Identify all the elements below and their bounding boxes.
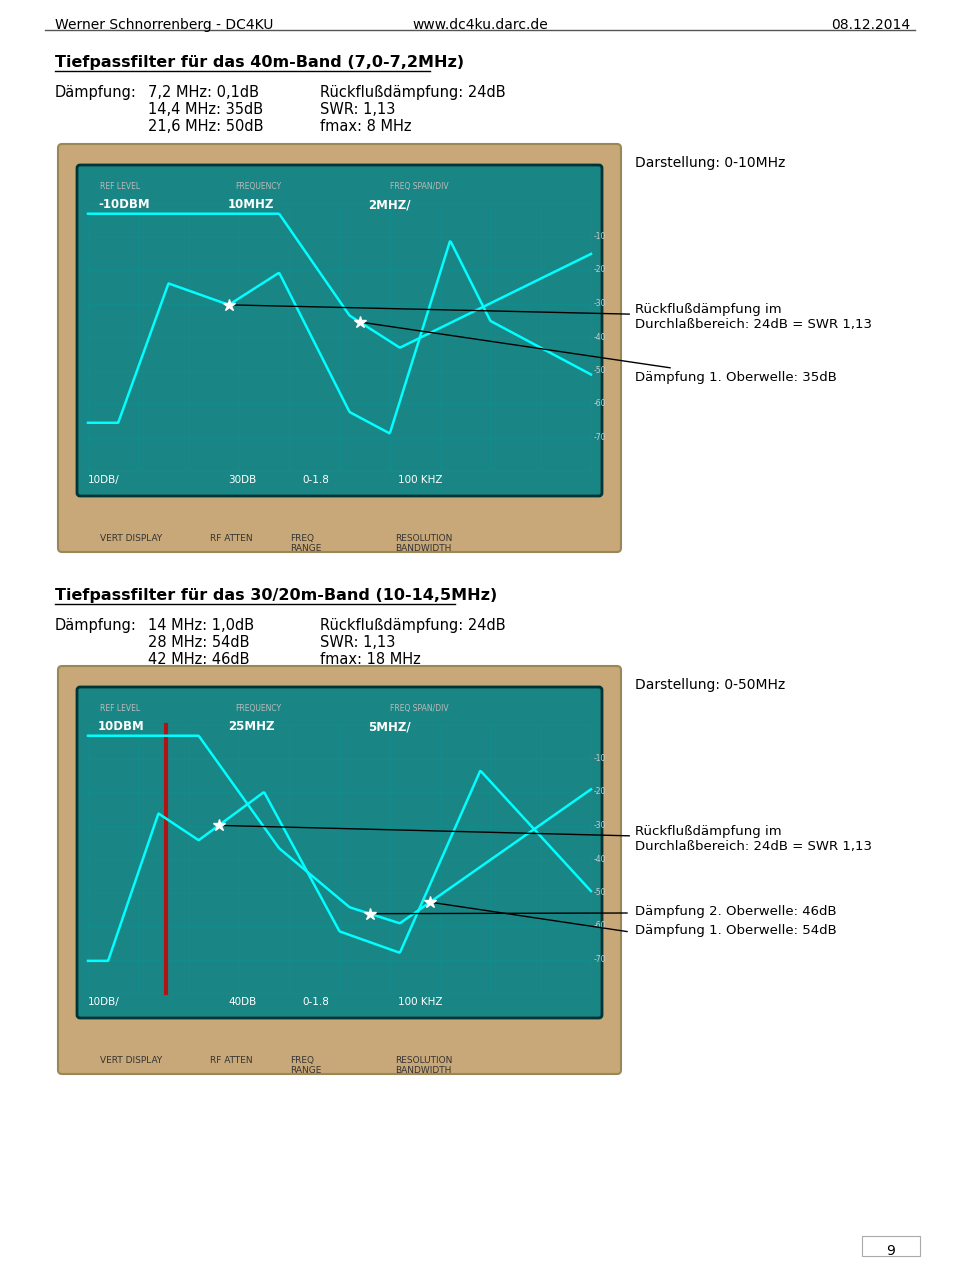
Text: -40: -40 xyxy=(594,332,607,341)
Text: FREQ SPAN/DIV: FREQ SPAN/DIV xyxy=(390,704,448,713)
Text: VERT DISPLAY: VERT DISPLAY xyxy=(100,533,162,544)
Text: -20: -20 xyxy=(594,787,607,796)
Text: Dämpfung 1. Oberwelle: 35dB: Dämpfung 1. Oberwelle: 35dB xyxy=(362,322,837,384)
Text: 25MHZ: 25MHZ xyxy=(228,720,275,733)
Text: 28 MHz: 54dB: 28 MHz: 54dB xyxy=(148,635,250,650)
Text: Tiefpassfilter für das 40m-Band (7,0-7,2MHz): Tiefpassfilter für das 40m-Band (7,0-7,2… xyxy=(55,56,464,70)
Text: Werner Schnorrenberg - DC4KU: Werner Schnorrenberg - DC4KU xyxy=(55,18,274,32)
Text: SWR: 1,13: SWR: 1,13 xyxy=(320,635,396,650)
Text: 21,6 MHz: 50dB: 21,6 MHz: 50dB xyxy=(148,119,263,134)
Text: REF LEVEL: REF LEVEL xyxy=(100,182,140,191)
Text: fmax: 8 MHz: fmax: 8 MHz xyxy=(320,119,412,134)
Text: Dämpfung 1. Oberwelle: 54dB: Dämpfung 1. Oberwelle: 54dB xyxy=(635,924,837,937)
Text: REF LEVEL: REF LEVEL xyxy=(100,704,140,713)
Text: FREQ
RANGE: FREQ RANGE xyxy=(290,1055,322,1076)
Text: Tiefpassfilter für das 30/20m-Band (10-14,5MHz): Tiefpassfilter für das 30/20m-Band (10-1… xyxy=(55,588,497,603)
Text: Dämpfung:: Dämpfung: xyxy=(55,85,137,100)
Text: Dämpfung:: Dämpfung: xyxy=(55,618,137,633)
Text: -10DBM: -10DBM xyxy=(98,198,150,211)
Text: RESOLUTION
BANDWIDTH: RESOLUTION BANDWIDTH xyxy=(395,533,452,554)
Text: Rückflußdämpfung: 24dB: Rückflußdämpfung: 24dB xyxy=(320,618,506,633)
Text: 0-1.8: 0-1.8 xyxy=(302,997,329,1007)
Text: 40DB: 40DB xyxy=(228,997,256,1007)
Text: -30: -30 xyxy=(594,300,607,308)
Text: 100 KHZ: 100 KHZ xyxy=(398,997,443,1007)
Text: 5MHZ/: 5MHZ/ xyxy=(368,720,411,733)
Text: FREQ SPAN/DIV: FREQ SPAN/DIV xyxy=(390,182,448,191)
FancyBboxPatch shape xyxy=(58,144,621,552)
Text: RF ATTEN: RF ATTEN xyxy=(210,1055,252,1066)
Text: Rückflußdämpfung im
Durchlaßbereich: 24dB = SWR 1,13: Rückflußdämpfung im Durchlaßbereich: 24d… xyxy=(231,303,872,331)
FancyBboxPatch shape xyxy=(77,166,602,495)
Text: -50: -50 xyxy=(594,367,607,375)
Text: FREQ
RANGE: FREQ RANGE xyxy=(290,533,322,554)
Text: -50: -50 xyxy=(594,889,607,897)
Text: -30: -30 xyxy=(594,822,607,830)
Text: 14 MHz: 1,0dB: 14 MHz: 1,0dB xyxy=(148,618,254,633)
Text: RF ATTEN: RF ATTEN xyxy=(210,533,252,544)
Text: FREQUENCY: FREQUENCY xyxy=(235,182,281,191)
Text: 2MHZ/: 2MHZ/ xyxy=(368,198,411,211)
Text: 08.12.2014: 08.12.2014 xyxy=(830,18,910,32)
Text: FREQUENCY: FREQUENCY xyxy=(235,704,281,713)
Text: -60: -60 xyxy=(594,921,607,930)
Text: SWR: 1,13: SWR: 1,13 xyxy=(320,102,396,118)
Text: -20: -20 xyxy=(594,265,607,274)
Text: 30DB: 30DB xyxy=(228,475,256,485)
Text: 100 KHZ: 100 KHZ xyxy=(398,475,443,485)
Text: VERT DISPLAY: VERT DISPLAY xyxy=(100,1055,162,1066)
Text: Rückflußdämpfung: 24dB: Rückflußdämpfung: 24dB xyxy=(320,85,506,100)
Text: 10MHZ: 10MHZ xyxy=(228,198,275,211)
Text: fmax: 18 MHz: fmax: 18 MHz xyxy=(320,652,420,667)
Text: 42 MHz: 46dB: 42 MHz: 46dB xyxy=(148,652,250,667)
Text: -40: -40 xyxy=(594,854,607,863)
FancyBboxPatch shape xyxy=(58,666,621,1074)
Text: -70: -70 xyxy=(594,956,607,964)
Text: 9: 9 xyxy=(887,1244,896,1258)
FancyBboxPatch shape xyxy=(862,1236,920,1256)
Text: 0-1.8: 0-1.8 xyxy=(302,475,329,485)
Text: 10DB/: 10DB/ xyxy=(88,997,120,1007)
Text: 7,2 MHz: 0,1dB: 7,2 MHz: 0,1dB xyxy=(148,85,259,100)
Text: -10: -10 xyxy=(594,233,607,241)
Text: -60: -60 xyxy=(594,399,607,408)
Text: -10: -10 xyxy=(594,755,607,763)
Text: 14,4 MHz: 35dB: 14,4 MHz: 35dB xyxy=(148,102,263,118)
Text: www.dc4ku.darc.de: www.dc4ku.darc.de xyxy=(412,18,548,32)
Text: Rückflußdämpfung im
Durchlaßbereich: 24dB = SWR 1,13: Rückflußdämpfung im Durchlaßbereich: 24d… xyxy=(222,825,872,853)
Text: Darstellung: 0-50MHz: Darstellung: 0-50MHz xyxy=(635,678,785,691)
Text: 10DBM: 10DBM xyxy=(98,720,145,733)
Text: -70: -70 xyxy=(594,434,607,442)
FancyBboxPatch shape xyxy=(77,688,602,1018)
Text: 10DB/: 10DB/ xyxy=(88,475,120,485)
Text: RESOLUTION
BANDWIDTH: RESOLUTION BANDWIDTH xyxy=(395,1055,452,1076)
Text: Darstellung: 0-10MHz: Darstellung: 0-10MHz xyxy=(635,155,785,169)
Text: Dämpfung 2. Oberwelle: 46dB: Dämpfung 2. Oberwelle: 46dB xyxy=(635,905,836,918)
